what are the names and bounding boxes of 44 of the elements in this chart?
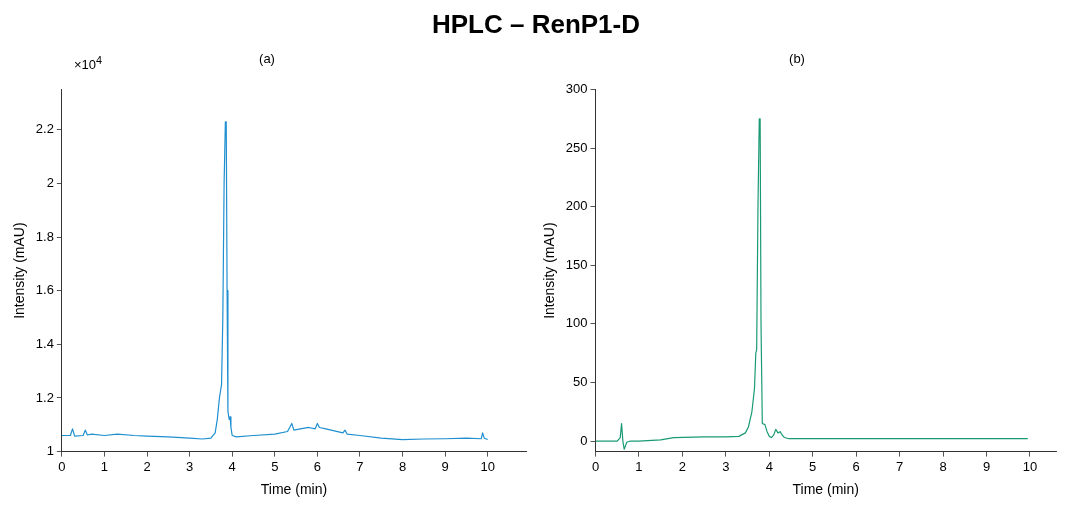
- x-axis-title: Time (min): [260, 481, 328, 498]
- x-tick-label: 5: [809, 458, 817, 474]
- x-tick-label: 9: [441, 458, 449, 474]
- x-tick-label: 7: [895, 458, 904, 474]
- y-tick-label: 150: [565, 256, 588, 272]
- x-tick-label: 10: [1022, 458, 1038, 474]
- y-tick-label: 1.4: [35, 335, 54, 351]
- x-tick-label: 3: [186, 458, 194, 474]
- y-tick-label: 200: [565, 198, 588, 214]
- x-tick-label: 8: [939, 458, 947, 474]
- x-tick-label: 1: [100, 458, 109, 474]
- x-tick-label: 5: [271, 458, 279, 474]
- x-tick-label: 4: [228, 458, 236, 474]
- y-tick-label: 2: [46, 175, 54, 191]
- x-tick-label: 1: [635, 458, 643, 474]
- y-tick-label: 2.2: [35, 121, 54, 137]
- y-tick-label: 0: [580, 432, 588, 448]
- x-tick-label: 10: [480, 458, 495, 474]
- y-tick-label: 1.6: [35, 282, 54, 298]
- x-tick-label: 0: [58, 458, 66, 474]
- x-axis-title: Time (min): [792, 481, 859, 498]
- y-tick-label: 1.8: [35, 228, 54, 244]
- y-axis-title: Intensity (mAU): [11, 222, 28, 319]
- x-tick-label: 2: [143, 458, 151, 474]
- x-tick-label: 8: [398, 458, 407, 474]
- x-tick-label: 7: [356, 458, 364, 474]
- x-tick-label: 0: [591, 458, 600, 474]
- x-tick-label: 4: [765, 458, 773, 474]
- chart-title: HPLC – RenP1-D: [430, 8, 641, 41]
- x-tick-label: 9: [982, 458, 991, 474]
- y-tick-label: 300: [565, 81, 588, 97]
- x-tick-label: 6: [852, 458, 860, 474]
- y-tick-label: 100: [565, 315, 588, 331]
- y-tick-label: 1.2: [35, 389, 54, 405]
- y-tick-label: 50: [573, 374, 588, 390]
- x-tick-label: 6: [313, 458, 321, 474]
- text: ×10$^{4}$: [74, 54, 103, 73]
- chart-title: (b): [789, 51, 805, 67]
- x-tick-label: 3: [722, 458, 730, 474]
- chart-subtitle: (a): [259, 51, 275, 67]
- y-axis-title: Intensity (mAU): [541, 222, 558, 319]
- y-tick-label: 250: [565, 139, 588, 155]
- y-tick-label: 1: [46, 443, 54, 459]
- x-tick-label: 2: [678, 458, 686, 474]
